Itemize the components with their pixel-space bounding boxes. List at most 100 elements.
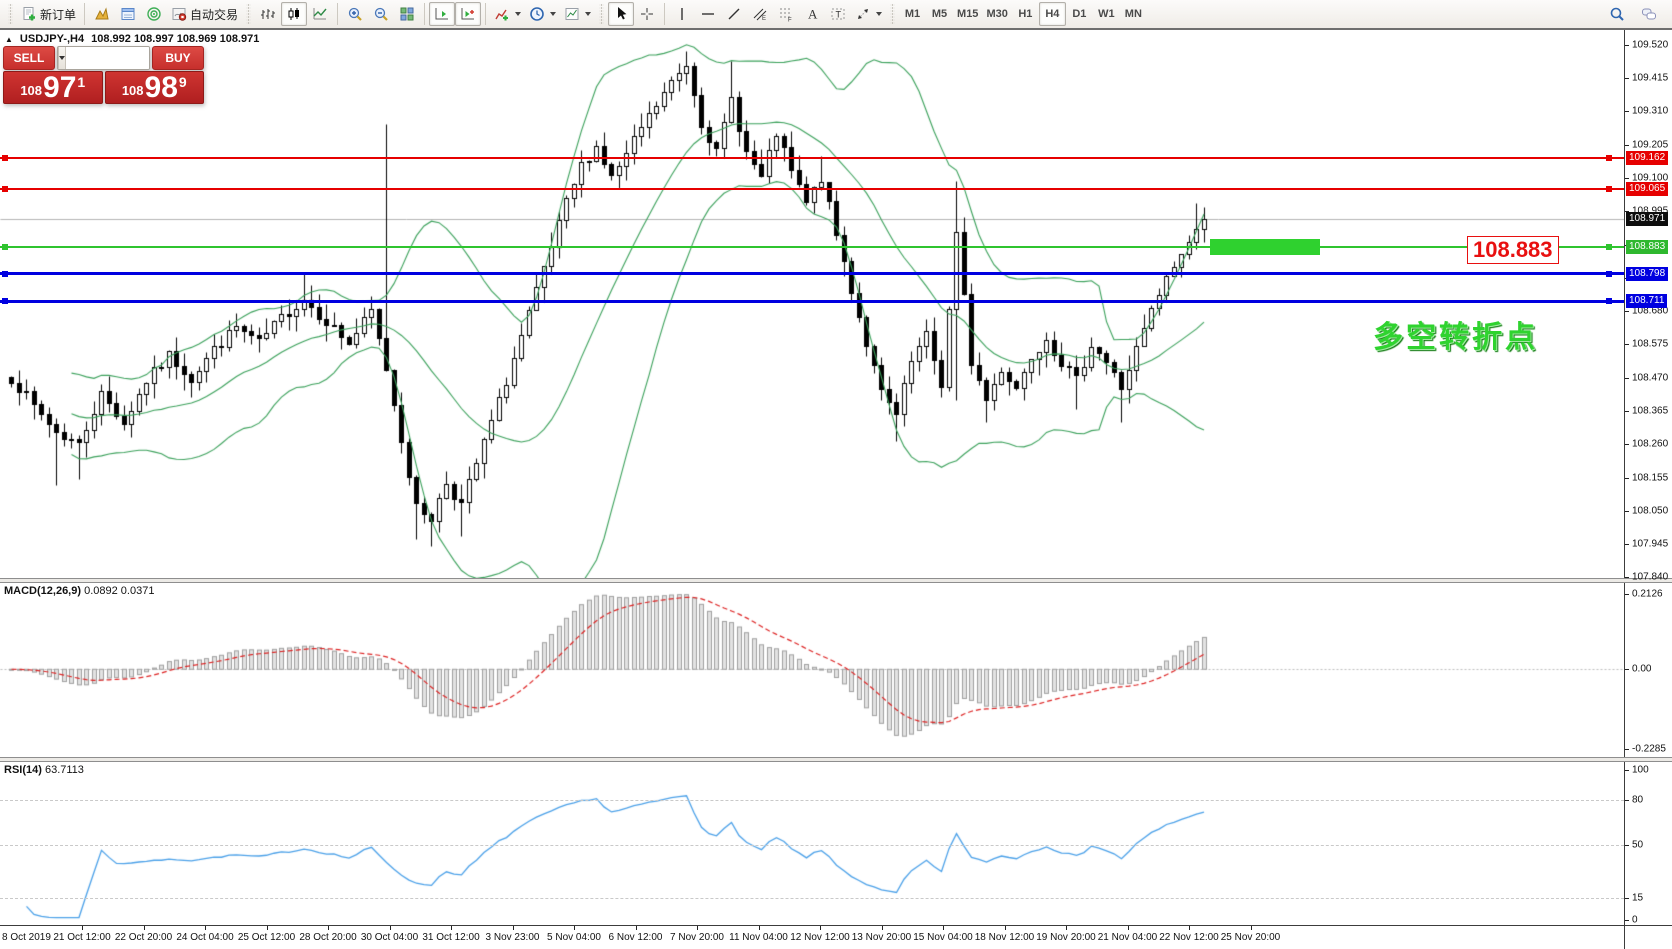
horizontal-line-resistance-2[interactable] [0,188,1624,191]
axis-tick-mark [1625,800,1629,801]
horizontal-line-resistance-1[interactable] [0,157,1624,160]
candlestick-chart-button[interactable] [281,2,308,26]
line-handle[interactable] [1606,298,1612,305]
tf-m30-button[interactable]: M30 [982,2,1011,26]
community-chat-button[interactable] [1636,2,1662,26]
tf-h4-button[interactable]: H4 [1038,2,1066,26]
line-handle[interactable] [1606,243,1612,250]
green-highlight-rectangle[interactable] [1210,238,1320,255]
toolbar-separator [424,3,426,25]
axis-tick-label: 100 [1632,764,1649,776]
fibonacci-button[interactable]: F [773,2,799,26]
axis-tick-mark [1625,78,1629,79]
line-handle[interactable] [2,155,8,162]
line-handle[interactable] [2,186,8,193]
text-label-button[interactable]: T [825,2,851,26]
price-axis[interactable]: 109.520 109.415 109.310 109.205 109.100 108.9… [1624,30,1672,583]
equidistant-channel-button[interactable]: E [747,2,773,26]
tf-m15-button[interactable]: M15 [953,2,982,26]
new-order-button[interactable]: 新订单 [17,2,80,26]
tf-mn-button[interactable]: MN [1120,2,1147,26]
vertical-line-button[interactable] [669,2,695,26]
templates-button[interactable] [560,2,595,26]
volume-stepper [57,46,150,70]
rsi-axis[interactable]: 100 80 50 15 0 [1624,762,1672,926]
sell-price-panel[interactable]: 108 97 1 [3,71,103,104]
time-axis-label: 13 Nov 20:00 [851,932,912,943]
line-handle[interactable] [1606,186,1612,193]
buy-price-panel[interactable]: 108 98 9 [104,71,204,104]
navigator-button[interactable] [141,2,167,26]
collapse-icon[interactable]: ▲ [5,34,13,44]
zoom-out-button[interactable] [368,2,394,26]
auto-scroll-button[interactable] [429,2,456,26]
horizontal-line-pivot-green[interactable] [0,245,1624,248]
time-tick-mark [1189,926,1190,930]
crosshair-button[interactable] [634,2,660,26]
text-icon: A [808,7,818,22]
axis-tick-mark [1625,594,1629,595]
line-handle[interactable] [1606,155,1612,162]
time-axis-label: 18 Nov 12:00 [974,932,1035,943]
line-chart-button[interactable] [307,2,333,26]
indicators-button[interactable] [490,2,525,26]
arrows-button[interactable] [851,2,886,26]
turning-point-annotation[interactable]: 多空转折点 [1373,321,1538,354]
line-handle[interactable] [2,298,8,305]
tf-h1-button[interactable]: H1 [1012,2,1039,26]
data-window-button[interactable] [115,2,141,26]
toolbar-separator [664,3,666,25]
candles-icon [288,8,300,20]
rsi-canvas[interactable] [0,762,1624,925]
market-watch-button[interactable] [89,2,115,26]
sell-button[interactable]: SELL [3,46,55,70]
bar-chart-button[interactable] [255,2,281,26]
time-axis-label: 21 Oct 12:00 [53,932,111,943]
autotrading-button[interactable]: 自动交易 [167,2,242,26]
price-chart-canvas[interactable] [0,30,1624,578]
tf-w1-button[interactable]: W1 [1093,2,1120,26]
time-axis[interactable]: 8 Oct 2019 21 Oct 12:00 22 Oct 20:00 24 Oct… [0,925,1624,949]
text-button[interactable]: A [799,2,825,26]
tf-m1-button[interactable]: M1 [899,2,926,26]
buy-button[interactable]: BUY [152,46,204,70]
line-handle[interactable] [2,243,8,250]
axis-tick-label: 15 [1632,892,1644,904]
toolbar-right-icons [1604,2,1668,26]
line-handle[interactable] [1606,270,1612,277]
tf-d1-button[interactable]: D1 [1066,2,1093,26]
zoom-in-button[interactable] [342,2,368,26]
dropdown-arrow-icon [550,12,557,16]
pane-splitter-1[interactable] [0,578,1672,583]
macd-axis[interactable]: 0.2126 0.00 -0.2285 [1624,583,1672,757]
horizontal-line-button[interactable] [695,2,721,26]
volume-decrease-button[interactable] [58,47,66,69]
search-button[interactable] [1604,2,1630,26]
line-handle[interactable] [2,270,8,277]
volume-input[interactable] [66,47,149,69]
chart-symbol-timeframe: USDJPY-,H4 [19,33,85,45]
sell-price-prefix: 108 [20,83,43,98]
macd-canvas[interactable] [0,583,1624,757]
price-level-label[interactable]: 108.883 [1467,236,1559,264]
chart-shift-button[interactable] [455,2,482,26]
axis-tick-mark [1625,577,1629,578]
axis-tick-mark [1625,145,1629,146]
time-tick-mark [389,926,391,930]
cursor-button[interactable] [608,2,635,26]
trendline-button[interactable] [721,2,747,26]
axis-tick-label: 109.100 [1632,172,1669,184]
pane-splitter-2[interactable] [0,757,1672,762]
axis-tick-label: 108.995 [1632,206,1668,217]
time-axis-label: 25 Nov 20:00 [1220,932,1281,943]
toolbar-grip [246,4,252,24]
chart-ohlc-values: 108.992 108.997 108.969 108.971 [91,33,260,45]
horizontal-line-support-2[interactable] [0,299,1624,303]
axis-corner [1624,925,1672,949]
tf-m5-button[interactable]: M5 [926,2,953,26]
horizontal-line-support-1[interactable] [0,272,1624,276]
rsi-level-line [0,845,1624,846]
tile-windows-button[interactable] [394,2,420,26]
time-axis-label: 6 Nov 12:00 [608,932,663,943]
periods-button[interactable] [525,2,560,26]
